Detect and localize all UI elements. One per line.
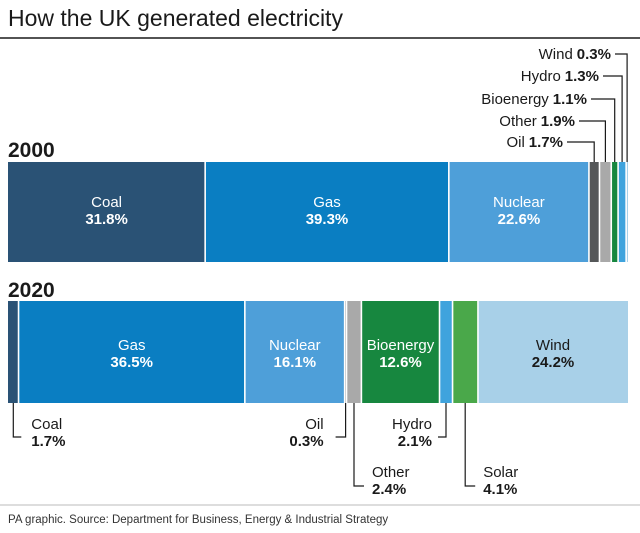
segment-value-2000-other: 1.9% [541,113,575,130]
segment-label-2000-other: Other 1.9% [499,113,575,130]
bar-segment-2020-oil [344,301,347,403]
chart-title: How the UK generated electricity [8,5,343,31]
bar-segment-2000-hydro [618,162,627,262]
segment-value-2000-gas: 39.3% [306,211,349,228]
segment-name-2020-nuclear: Nuclear [269,337,321,354]
segment-name-2020-bioenergy: Bioenergy [367,337,435,354]
bar-segment-2000-wind [626,162,628,262]
leader-line-2020-oil [335,403,347,438]
segment-value-2000-bioenergy: 1.1% [553,91,587,108]
bar-segment-2000-oil [588,162,600,262]
year-label-2020: 2020 [8,279,55,302]
segment-name-2000-bioenergy: Bioenergy [481,91,549,108]
leader-line-2000-wind [615,53,628,162]
segment-value-2000-nuclear: 22.6% [498,211,541,228]
segment-label-2000-oil: Oil 1.7% [506,134,563,151]
segment-name-2000-coal: Coal [91,194,122,211]
segment-value-2020-nuclear: 16.1% [274,354,317,371]
segment-value-2020-coal: 1.7% [31,433,65,450]
bar-segment-2020-bioenergy [361,301,440,403]
segment-value-2020-gas: 36.5% [110,354,153,371]
segment-name-2000-gas: Gas [313,194,341,211]
bar-segment-2020-wind [477,301,628,403]
leader-lines [12,53,628,487]
leader-line-2020-hydro [438,403,447,438]
segment-label-2000-hydro: Hydro 1.3% [521,68,599,85]
segment-value-2020-bioenergy: 12.6% [379,354,422,371]
segment-name-2000-wind: Wind [539,46,573,63]
leader-line-2000-hydro [603,75,623,162]
segment-name-2020-wind: Wind [536,337,570,354]
segment-value-2000-wind: 0.3% [577,46,611,63]
segment-name-2020-solar: Solar [483,464,518,481]
segment-name-2000-oil: Oil [506,134,524,151]
segment-label-2000-bioenergy: Bioenergy 1.1% [481,91,587,108]
segment-name-2020-hydro: Hydro [392,416,432,433]
source-note: PA graphic. Source: Department for Busin… [8,514,388,526]
leader-line-2000-other [579,120,607,162]
segment-label-2000-wind: Wind 0.3% [539,46,611,63]
segment-name-2020-gas: Gas [118,337,146,354]
segment-value-2000-oil: 1.7% [529,134,563,151]
bar-segment-2000-coal [8,162,206,262]
bar-segment-2000-bioenergy [611,162,619,262]
year-label-2000: 2000 [8,139,55,162]
bar-segments [8,162,628,403]
segment-value-2020-solar: 4.1% [483,481,517,498]
segment-value-2020-other: 2.4% [372,481,406,498]
segment-name-2020-oil: Oil [305,416,323,433]
segment-name-2020-other: Other [372,464,410,481]
bar-segment-2000-other [599,162,612,262]
leader-line-2020-solar [464,403,476,487]
bar-segment-2000-gas [205,162,449,262]
bar-segment-2020-solar [452,301,478,403]
segment-value-2020-hydro: 2.1% [398,433,432,450]
bar-segment-2020-nuclear [244,301,345,403]
bar-segment-2000-nuclear [448,162,589,262]
segment-value-2000-hydro: 1.3% [565,68,599,85]
bar-segment-2020-gas [18,301,245,403]
leader-line-2000-oil [567,141,595,162]
segment-value-2020-wind: 24.2% [532,354,575,371]
bar-segment-2020-other [346,301,362,403]
bar-segment-2020-coal [8,301,19,403]
segment-name-2000-other: Other [499,113,537,130]
segment-value-2000-coal: 31.8% [85,211,128,228]
leader-line-2020-other [353,403,364,487]
segment-name-2000-hydro: Hydro [521,68,561,85]
segment-value-2020-oil: 0.3% [289,433,323,450]
segment-name-2020-coal: Coal [31,416,62,433]
leader-line-2000-bioenergy [591,98,616,162]
bar-segment-2020-hydro [439,301,453,403]
leader-line-2020-coal [12,403,22,438]
segment-name-2000-nuclear: Nuclear [493,194,545,211]
